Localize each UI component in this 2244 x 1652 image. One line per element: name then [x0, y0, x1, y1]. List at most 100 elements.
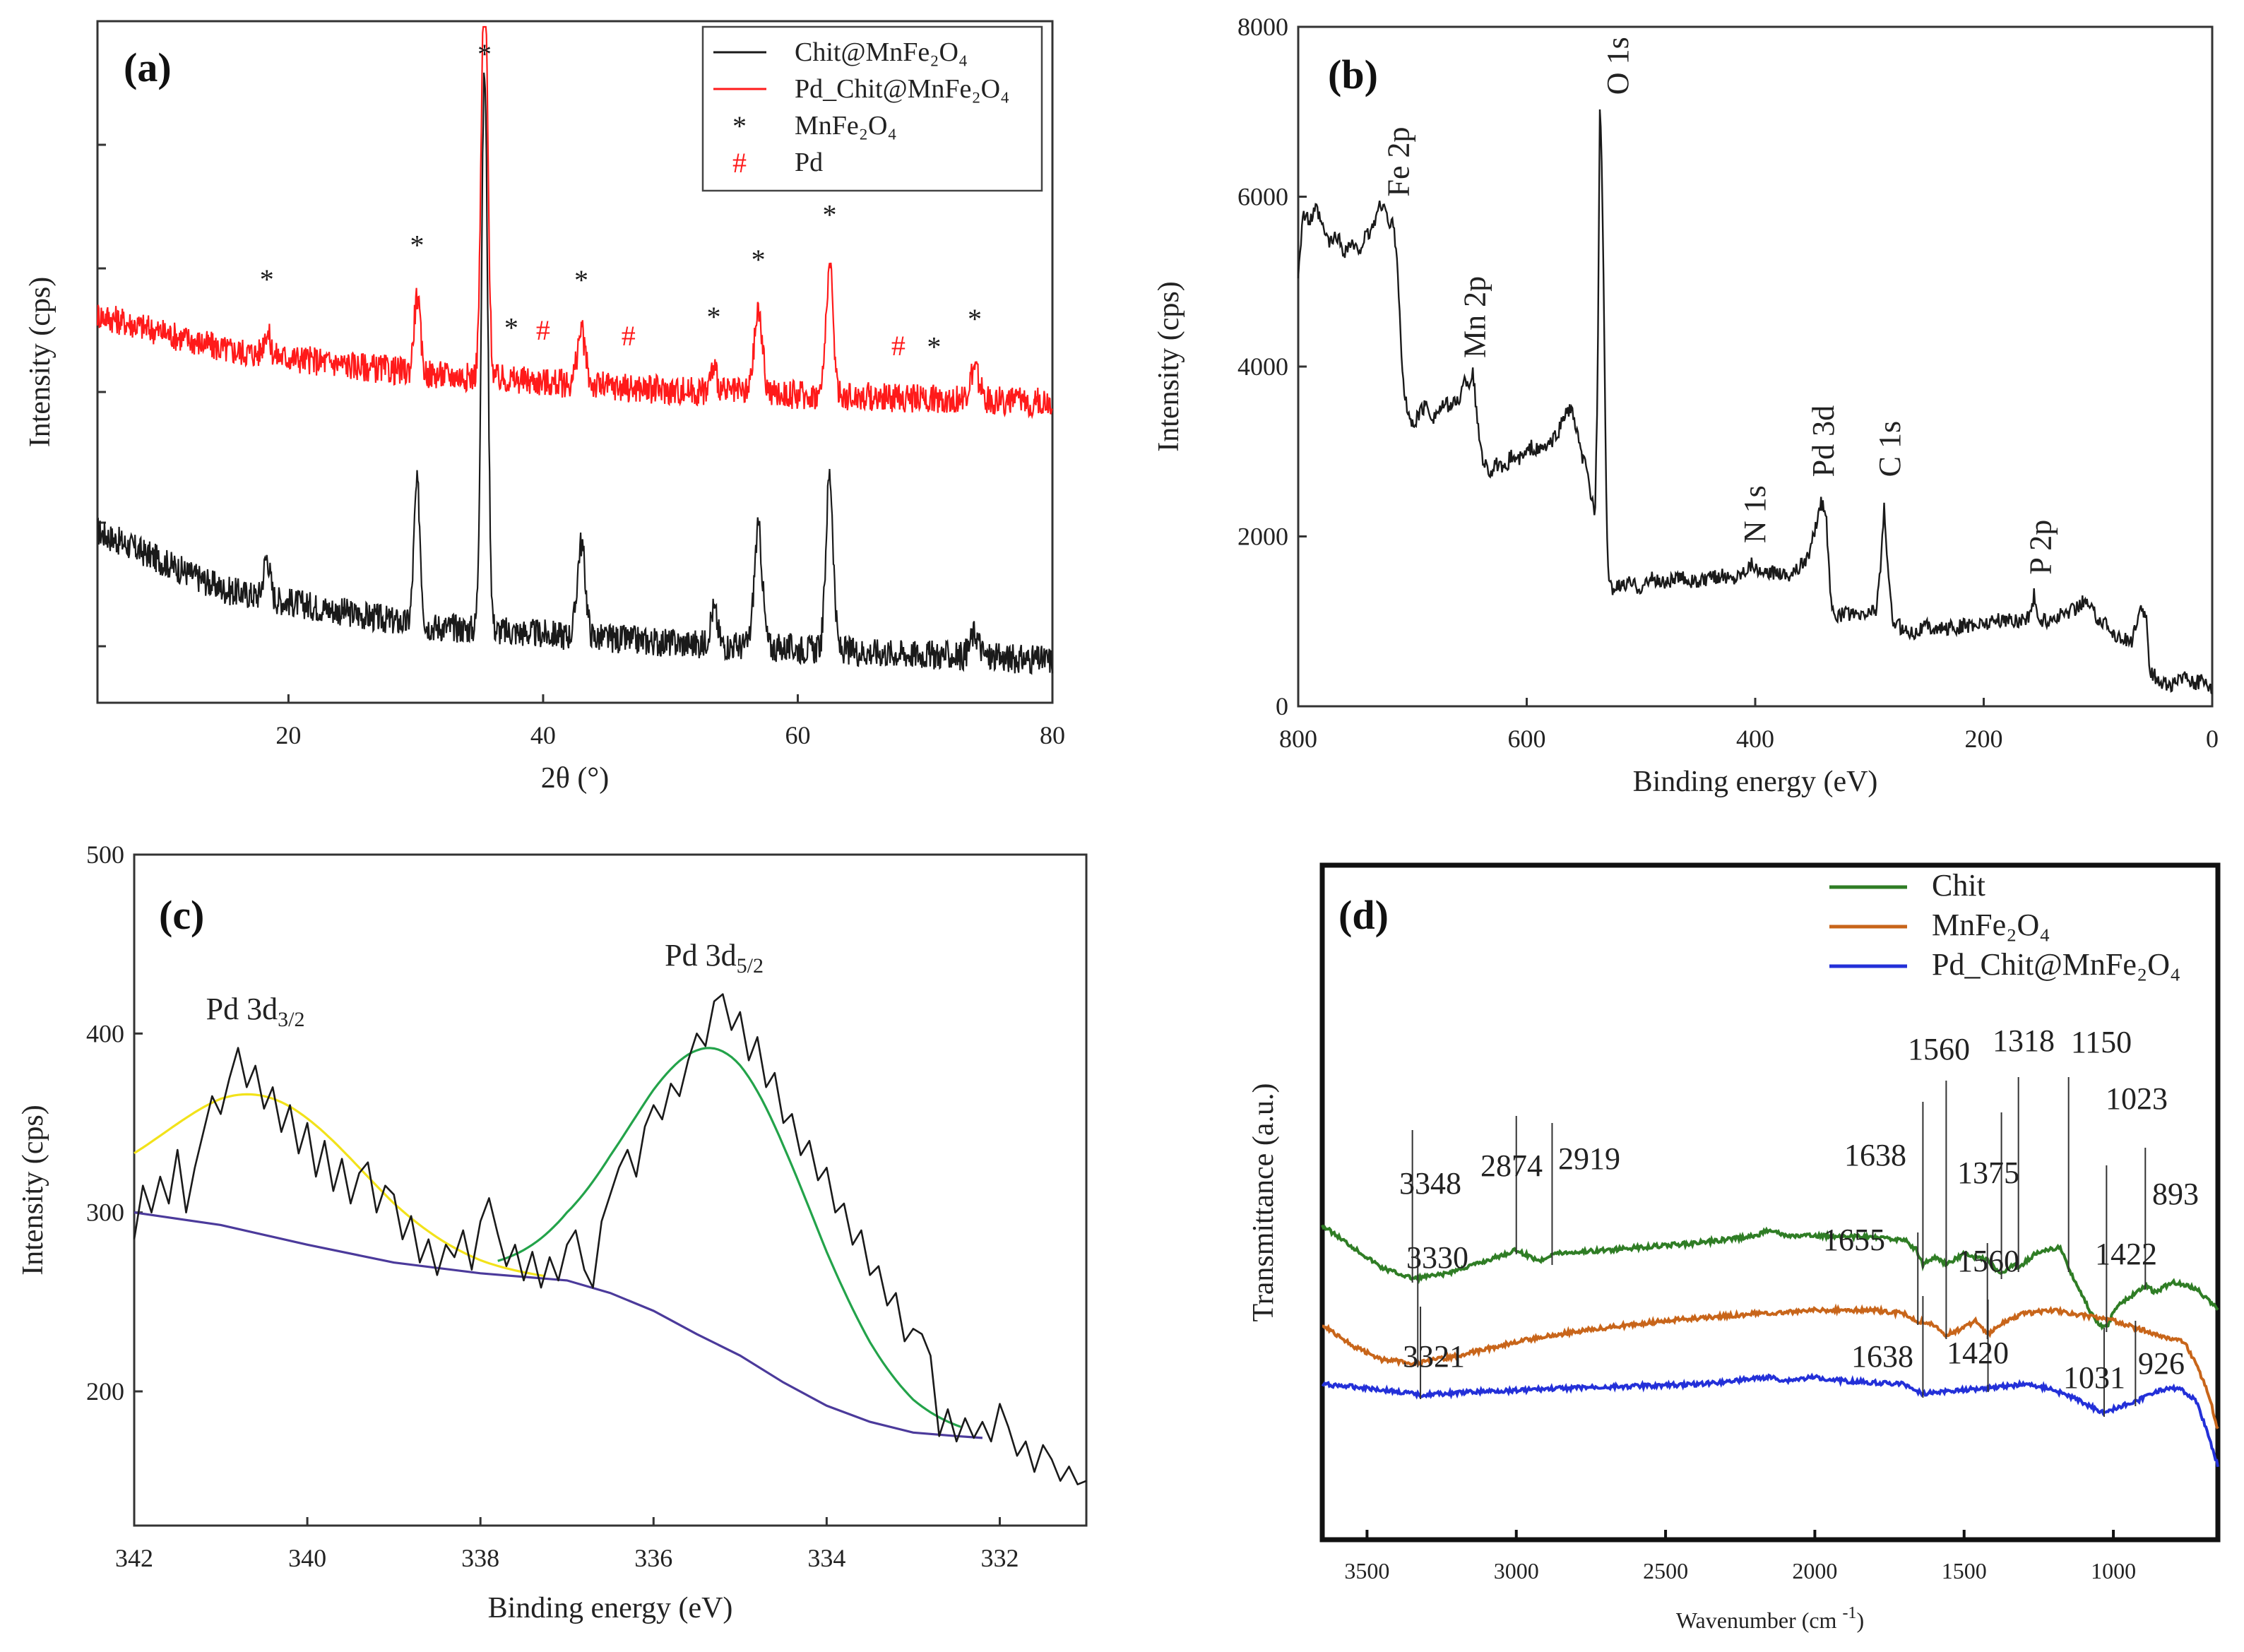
panel-c-ytick-label: 500 [86, 840, 124, 869]
panel-d-xtick-label: 2500 [1643, 1558, 1688, 1583]
panel-a-peak-marker: * [927, 331, 941, 363]
panel-b-peak-label: Mn 2p [1458, 276, 1492, 358]
panel-d-peak-label: 1375 [1957, 1155, 2019, 1190]
panel-a-peak-marker: # [536, 314, 550, 346]
panel-c-peak-label-main: Pd 3d [206, 992, 278, 1026]
panel-c-peak-label: Pd 3d5/2 [665, 938, 764, 977]
panel-c-ytick-label: 400 [86, 1019, 124, 1047]
panel-c-frame [133, 853, 1088, 1527]
panel-a-series-line [97, 72, 1054, 675]
panel-d-peak-label: 1560 [1957, 1244, 2019, 1278]
panel-b-ytick-label: 2000 [1237, 523, 1288, 551]
panel-b-label: (b) [1328, 52, 1378, 97]
panel-d-peak-label: 1150 [2071, 1025, 2132, 1059]
panel-d-peak-label: 1318 [1993, 1023, 2055, 1058]
panel-b-peak-label: C 1s [1872, 421, 1907, 477]
panel-d-xlabel: Wavenumber (cm -1) [1676, 1604, 1864, 1633]
panel-c-xtick-label: 342 [115, 1544, 153, 1572]
panel-d-xlabel-main: Wavenumber (cm [1676, 1608, 1843, 1633]
panel-c-xlabel: Binding energy (eV) [488, 1592, 733, 1624]
panel-d-legend-label: Chit [1932, 868, 1985, 903]
panel-b-spectrum-line [1297, 109, 2213, 695]
panel-d-xtick-label: 3500 [1344, 1558, 1389, 1583]
panel-d-legend-label: Pd_Chit@MnFe₂O₄ [1932, 947, 2180, 982]
panel-a-xtick-label: 20 [275, 721, 301, 749]
panel-a-peak-marker: # [622, 320, 636, 352]
panel-d-xtick-label: 2000 [1792, 1558, 1837, 1583]
panel-a-peak-marker: * [477, 38, 492, 70]
panel-c-peak-label: Pd 3d3/2 [206, 992, 305, 1031]
panel-d-xtick-label: 1500 [1942, 1558, 1987, 1583]
panel-a-legend-label: Chit@MnFe₂O₄ [795, 37, 968, 67]
panel-c-label: (c) [159, 892, 204, 938]
panel-a-xrd: 20 40 60 80 * * * * # * # * * * # * * (a) 2θ (°) Intensity … [24, 20, 1065, 795]
panel-d-peak-label: 1420 [1947, 1336, 2009, 1370]
panel-d-peak-label: 926 [2138, 1346, 2185, 1381]
panel-d-peak-label: 893 [2152, 1177, 2199, 1211]
panel-d-xlabel-sup: -1 [1842, 1604, 1856, 1622]
panel-d-peak-label: 1422 [2095, 1237, 2157, 1271]
panel-a-peak-marker: * [823, 199, 837, 231]
panel-d-ftir: 3500 3000 2500 2000 1500 1000 3348 2874 2919 1560… [1247, 862, 2221, 1633]
panel-c-xtick-label: 338 [461, 1544, 499, 1572]
panel-a-xtick-label: 60 [785, 721, 810, 749]
panel-a-peak-marker: * [504, 312, 518, 344]
panel-d-peak-label: 3330 [1406, 1240, 1468, 1275]
panel-a-legend-label: MnFe₂O₄ [795, 111, 897, 141]
panel-b-xtick-label: 200 [1965, 725, 2003, 753]
panel-d-peak-label: 2874 [1480, 1148, 1543, 1183]
panel-d-peak-label: 1655 [1823, 1223, 1885, 1257]
panel-a-ylabel: Intensity (cps) [24, 277, 57, 447]
panel-c-peak-label-sub: 5/2 [737, 954, 764, 977]
panel-a-frame [96, 20, 1054, 704]
panel-d-xtick-label: 1000 [2091, 1558, 2136, 1583]
panel-b-peak-label: O 1s [1601, 37, 1635, 95]
panel-d-series-line [1322, 1303, 2219, 1430]
panel-a-xtick-label: 40 [530, 721, 556, 749]
panel-b-ytick-label: 6000 [1237, 183, 1288, 211]
panel-c-ytick-label: 200 [86, 1377, 124, 1406]
panel-d-ylabel: Transmittance (a.u.) [1247, 1083, 1280, 1322]
panel-a-legend-box [701, 25, 1043, 192]
panel-c-baseline [133, 1211, 983, 1439]
panel-a-xtick-label: 80 [1040, 721, 1065, 749]
panel-d-peak-label: 3348 [1399, 1166, 1461, 1201]
panel-b-peak-label: Fe 2p [1381, 127, 1415, 197]
panel-a-xlabel: 2θ (°) [541, 762, 609, 795]
panel-b-xlabel: Binding energy (eV) [1633, 766, 1878, 798]
panel-c-fit-curve [133, 1093, 546, 1278]
panel-c-ylabel: Intensity (cps) [17, 1105, 49, 1275]
panel-d-xtick-label: 3000 [1494, 1558, 1539, 1583]
panel-d-peak-label: 2919 [1558, 1141, 1620, 1176]
panel-b-ytick-label: 8000 [1237, 13, 1288, 41]
panel-a-peak-marker: * [752, 244, 766, 275]
panel-c-xtick-label: 332 [980, 1544, 1019, 1572]
panel-d-peak-label: 1638 [1844, 1138, 1906, 1172]
panel-a-peak-marker: # [891, 330, 906, 362]
panel-d-xlabel-end: ) [1856, 1608, 1864, 1633]
panel-b-peak-label: P 2p [2023, 520, 2058, 575]
panel-a-series-line [96, 25, 1053, 420]
panel-b-xtick-label: 600 [1508, 725, 1546, 753]
panel-c-fit-curve [497, 1047, 961, 1428]
panel-c-peak-label-main: Pd 3d [665, 938, 736, 973]
panel-a-peak-marker: * [410, 230, 424, 261]
panel-c-xtick-label: 340 [288, 1544, 326, 1572]
panel-a-peak-marker: * [706, 301, 720, 333]
panel-a-legend-symbol: * [732, 110, 747, 142]
panel-a-peak-marker: * [260, 263, 274, 295]
panel-a-legend-label: Pd_Chit@MnFe₂O₄ [795, 74, 1009, 104]
panel-a-label: (a) [124, 44, 172, 90]
panel-b-xtick-label: 0 [2206, 725, 2219, 753]
panel-d-legend-label: MnFe₂O₄ [1932, 908, 2050, 942]
panel-a-peak-marker: * [968, 303, 982, 335]
panel-a-peak-marker: * [574, 264, 588, 296]
panel-a-legend-label: Pd [795, 148, 823, 177]
panel-d-peak-label: 1031 [2063, 1360, 2125, 1395]
panel-c-xtick-label: 334 [807, 1544, 845, 1572]
panel-c-ytick-label: 300 [86, 1199, 124, 1227]
panel-d-label: (d) [1338, 892, 1389, 938]
